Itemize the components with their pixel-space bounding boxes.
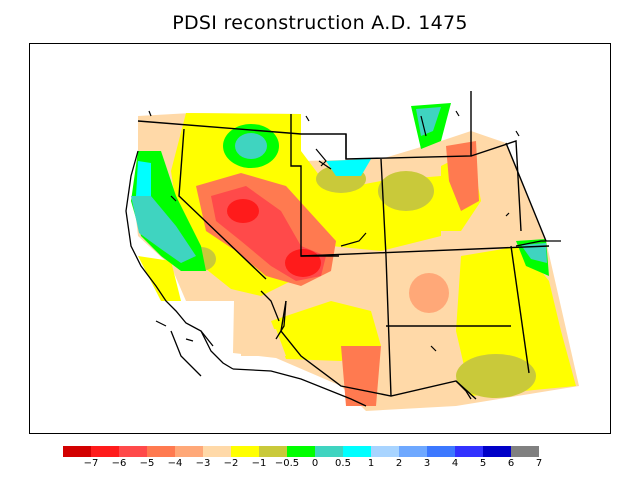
colorbar-swatch [511,446,539,457]
colorbar-swatch [399,446,427,457]
colorbar-swatch [371,446,399,457]
colorbar [63,446,539,459]
colorbar-swatch [483,446,511,457]
coastline [125,150,561,407]
map-title: PDSI reconstruction A.D. 1475 [172,12,468,34]
colorbar-label: −0.5 [274,458,300,469]
colorbar-swatch [91,446,119,457]
colorbar-label: 7 [535,458,543,469]
colorbar-swatch [427,446,455,457]
map-frame [29,43,611,434]
colorbar-label: 6 [507,458,515,469]
colorbar-label: −1 [251,458,267,469]
colorbar-swatch [343,446,371,457]
colorbar-swatch [259,446,287,457]
colorbar-label: −7 [83,458,99,469]
colorbar-label: −2 [223,458,239,469]
colorbar-label: 0 [311,458,319,469]
colorbar-swatch [147,446,175,457]
colorbar-label: 2 [395,458,403,469]
colorbar-label: 5 [479,458,487,469]
colorbar-label: 3 [423,458,431,469]
colorbar-label: 0.5 [335,458,351,469]
pdsi-map [125,91,579,411]
colorbar-label: −4 [167,458,183,469]
colorbar-swatch [119,446,147,457]
colorbar-swatch [175,446,203,457]
colorbar-swatch [287,446,315,457]
colorbar-label: 4 [451,458,459,469]
colorbar-swatch [455,446,483,457]
colorbar-labels: −7 −6 −5 −4 −3 −2 −1 −0.5 0 0.5 1 2 3 4 5 6 7 [0,458,640,474]
colorbar-label: −3 [195,458,211,469]
dry-zones [196,141,479,406]
colorbar-label: −5 [139,458,155,469]
colorbar-label: −6 [111,458,127,469]
wet-zones [131,103,549,276]
colorbar-swatch [63,446,91,457]
colorbar-swatch [203,446,231,457]
colorbar-swatch [315,446,343,457]
colorbar-swatch [231,446,259,457]
lake-outlines [148,110,520,352]
colorbar-label: 1 [367,458,375,469]
